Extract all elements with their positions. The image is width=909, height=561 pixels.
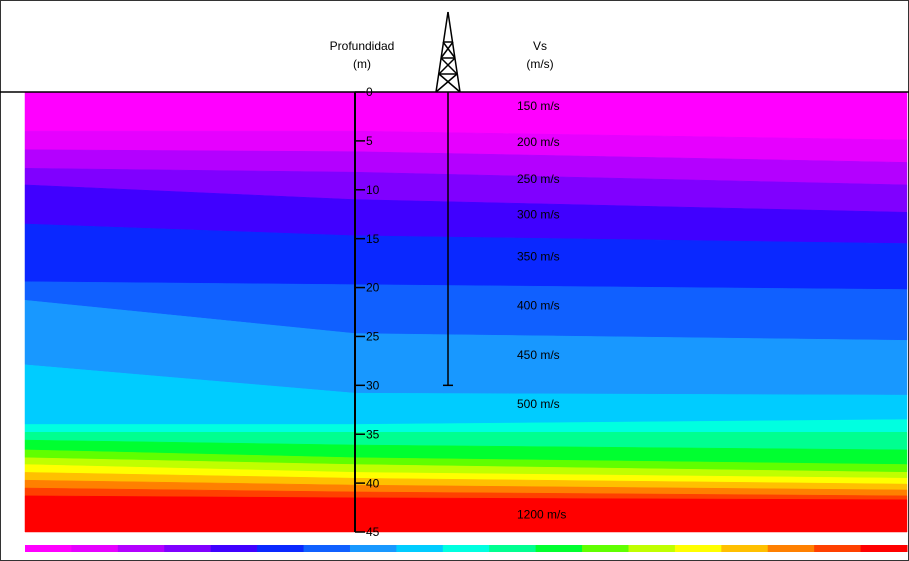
layers: [25, 92, 908, 552]
velocity-label: 400 m/s: [517, 298, 560, 312]
color-bar-swatch: [304, 545, 351, 552]
velocity-label: 200 m/s: [517, 135, 560, 149]
y-tick-label: 15: [366, 232, 380, 246]
color-bar-swatch: [350, 545, 397, 552]
y-tick-label: 0: [366, 85, 373, 99]
value-title: Vs: [533, 39, 547, 53]
color-bar-swatch: [257, 545, 304, 552]
y-tick-label: 35: [366, 427, 380, 441]
velocity-label: 300 m/s: [517, 207, 560, 221]
velocity-label: 450 m/s: [517, 348, 560, 362]
color-bar-swatch: [25, 545, 72, 552]
section-chart: Profundidad (m) Vs (m/s) 0 5 10 15 20 25 30 35 4…: [0, 0, 909, 561]
color-bar-swatch: [536, 545, 583, 552]
axis-title: Profundidad: [330, 39, 395, 53]
color-bar-swatch: [164, 545, 211, 552]
color-bar-swatch: [861, 545, 908, 552]
velocity-label: 500 m/s: [517, 397, 560, 411]
y-tick-label: 25: [366, 330, 380, 344]
y-tick-label: 10: [366, 183, 380, 197]
color-bar-swatch: [211, 545, 258, 552]
axis-unit: (m): [353, 57, 371, 71]
color-bar-swatch: [489, 545, 536, 552]
velocity-layer: [25, 496, 907, 532]
velocity-label: 150 m/s: [517, 99, 560, 113]
color-bar-swatch: [628, 545, 675, 552]
color-bar-swatch: [582, 545, 629, 552]
color-bar-swatch: [396, 545, 443, 552]
velocity-label: 350 m/s: [517, 249, 560, 263]
color-bar-swatch: [71, 545, 118, 552]
y-tick-label: 20: [366, 281, 380, 295]
y-tick-label: 5: [366, 134, 373, 148]
y-tick-label: 40: [366, 476, 380, 490]
color-bar-swatch: [675, 545, 722, 552]
velocity-label: 1200 m/s: [517, 508, 566, 522]
color-bar-swatch: [118, 545, 165, 552]
color-bar-swatch: [814, 545, 861, 552]
color-bar-swatch: [721, 545, 768, 552]
value-unit: (m/s): [526, 57, 553, 71]
velocity-label: 250 m/s: [517, 172, 560, 186]
y-tick-label: 30: [366, 379, 380, 393]
y-tick-label: 45: [366, 525, 380, 539]
color-bar-swatch: [443, 545, 490, 552]
color-bar-swatch: [768, 545, 815, 552]
